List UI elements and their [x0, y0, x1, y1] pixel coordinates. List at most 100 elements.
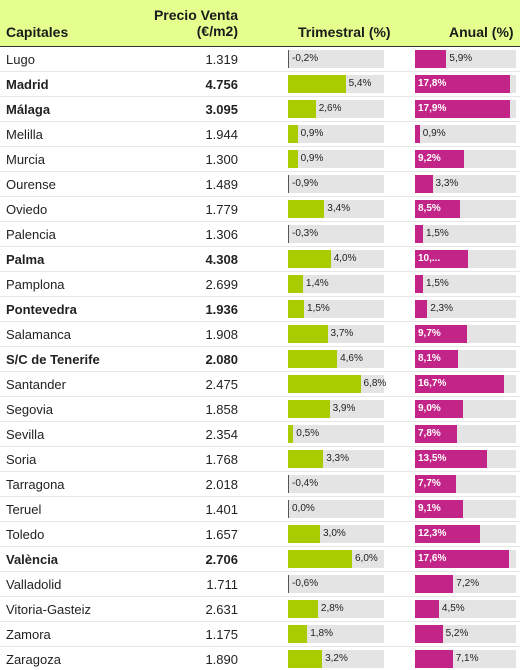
- anual-bar: [415, 375, 504, 393]
- header-precio-venta[interactable]: Precio Venta (€/m2): [154, 7, 238, 39]
- anual-label: 7,7%: [418, 478, 441, 489]
- trimestral-track: -0,2%: [288, 50, 384, 68]
- city-name: Toledo: [6, 527, 45, 542]
- table-row: Soria 1.768 3,3% 13,5%: [0, 447, 520, 472]
- anual-label: 2,3%: [430, 303, 453, 314]
- trimestral-label: 0,9%: [300, 128, 324, 139]
- city-name: Palma: [6, 252, 45, 267]
- price-value: 4.756: [205, 77, 238, 92]
- trimestral-bar: [288, 150, 298, 168]
- trimestral-track: 6,0%: [288, 550, 384, 568]
- anual-label: 5,9%: [449, 53, 473, 64]
- price-value: 2.080: [205, 352, 238, 367]
- anual-track: 5,9%: [415, 50, 516, 68]
- anual-track: 5,2%: [415, 625, 516, 643]
- city-name: Salamanca: [6, 327, 72, 342]
- anual-label: 17,8%: [418, 78, 447, 89]
- trimestral-track: 5,4%: [288, 75, 384, 93]
- anual-track: 9,7%: [415, 325, 516, 343]
- table-row: Zamora 1.175 1,8% 5,2%: [0, 622, 520, 647]
- anual-bar: [415, 75, 510, 93]
- city-name: Segovia: [6, 402, 53, 417]
- anual-track: 1,5%: [415, 225, 516, 243]
- trimestral-label: 5,4%: [348, 78, 372, 89]
- anual-track: 7,8%: [415, 425, 516, 443]
- trimestral-track: 0,9%: [288, 150, 384, 168]
- trimestral-label: 2,8%: [320, 603, 344, 614]
- price-value: 1.908: [205, 327, 238, 342]
- anual-label: 8,5%: [418, 203, 441, 214]
- table-body: Lugo 1.319 -0,2% 5,9% Madrid 4.756 5,4% 17,8% Má…: [0, 47, 520, 670]
- city-name: Oviedo: [6, 202, 48, 217]
- trimestral-label: -0,6%: [292, 578, 319, 589]
- trimestral-label: 0,0%: [292, 503, 315, 514]
- anual-label: 10,...: [418, 253, 441, 264]
- anual-track: 4,5%: [415, 600, 516, 618]
- anual-label: 1,5%: [426, 278, 449, 289]
- anual-bar: [415, 50, 447, 68]
- table-row: S/C de Tenerife 2.080 4,6% 8,1%: [0, 347, 520, 372]
- price-value: 1.890: [205, 652, 238, 667]
- trimestral-zero-line: [288, 500, 289, 518]
- table-row: Palencia 1.306 -0,3% 1,5%: [0, 222, 520, 247]
- table-row: Sevilla 2.354 0,5% 7,8%: [0, 422, 520, 447]
- price-value: 1.489: [205, 177, 238, 192]
- table-row: Palma 4.308 4,0% 10,...: [0, 247, 520, 272]
- header-trimestral[interactable]: Trimestral (%): [298, 24, 391, 40]
- trimestral-track: 3,7%: [288, 325, 384, 343]
- trimestral-bar: [288, 125, 298, 143]
- anual-bar: [415, 325, 467, 343]
- trimestral-label: -0,4%: [292, 478, 319, 489]
- trimestral-track: 3,4%: [288, 200, 384, 218]
- anual-bar: [415, 125, 420, 143]
- trimestral-bar: [288, 200, 325, 218]
- trimestral-bar: [288, 625, 308, 643]
- city-name: Zaragoza: [6, 652, 61, 667]
- trimestral-label: 0,5%: [296, 428, 320, 439]
- trimestral-label: 1,8%: [310, 628, 333, 639]
- city-name: Melilla: [6, 127, 43, 142]
- anual-bar: [415, 250, 469, 268]
- trimestral-label: -0,2%: [292, 53, 319, 64]
- trimestral-track: 3,9%: [288, 400, 384, 418]
- anual-track: 17,9%: [415, 100, 516, 118]
- trimestral-label: -0,9%: [292, 178, 319, 189]
- trimestral-bar: [288, 525, 320, 543]
- anual-bar: [415, 575, 454, 593]
- table-row: Santander 2.475 6,8% 16,7%: [0, 372, 520, 397]
- trimestral-label: 6,0%: [355, 553, 378, 564]
- price-value: 2.706: [205, 552, 238, 567]
- city-name: Ourense: [6, 177, 56, 192]
- table-row: Vitoria-Gasteiz 2.631 2,8% 4,5%: [0, 597, 520, 622]
- city-name: Pamplona: [6, 277, 65, 292]
- city-name: Santander: [6, 377, 66, 392]
- table-row: Málaga 3.095 2,6% 17,9%: [0, 97, 520, 122]
- table-row: Toledo 1.657 3,0% 12,3%: [0, 522, 520, 547]
- city-name: Palencia: [6, 227, 56, 242]
- trimestral-bar: [288, 425, 294, 443]
- table-row: Ourense 1.489 -0,9% 3,3%: [0, 172, 520, 197]
- trimestral-track: 1,4%: [288, 275, 384, 293]
- header-capitales[interactable]: Capitales: [6, 24, 69, 40]
- table-row: Tarragona 2.018 -0,4% 7,7%: [0, 472, 520, 497]
- trimestral-bar: [288, 450, 324, 468]
- anual-bar: [415, 225, 423, 243]
- anual-bar: [415, 100, 511, 118]
- anual-track: 17,6%: [415, 550, 516, 568]
- price-value: 1.319: [205, 52, 238, 67]
- price-value: 1.401: [205, 502, 238, 517]
- table-header: Capitales Precio Venta (€/m2) Trimestral…: [0, 0, 520, 47]
- price-value: 2.354: [205, 427, 238, 442]
- trimestral-track: 2,6%: [288, 100, 384, 118]
- anual-label: 0,9%: [422, 128, 446, 139]
- trimestral-track: -0,6%: [288, 575, 384, 593]
- header-anual[interactable]: Anual (%): [449, 24, 514, 40]
- trimestral-track: 3,2%: [288, 650, 384, 668]
- table-row: València 2.706 6,0% 17,6%: [0, 547, 520, 572]
- city-name: València: [6, 552, 59, 567]
- city-name: Lugo: [6, 52, 35, 67]
- price-value: 1.306: [205, 227, 238, 242]
- table-row: Salamanca 1.908 3,7% 9,7%: [0, 322, 520, 347]
- anual-bar: [415, 275, 423, 293]
- trimestral-zero-line: [288, 225, 289, 243]
